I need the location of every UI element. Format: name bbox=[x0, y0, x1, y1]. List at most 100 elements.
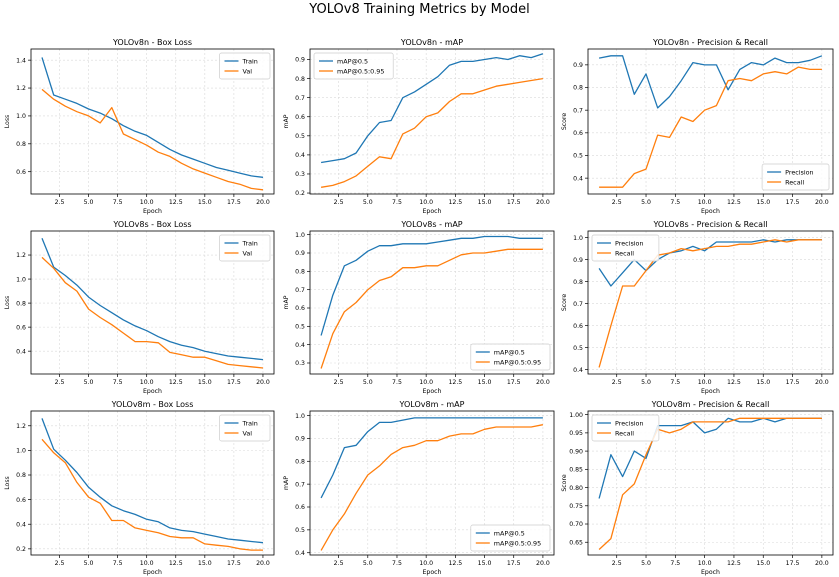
subplot-3: 2.5 5.0 7.5 10.0 12.5 15.0 17.5 20.0 0.4 0.5 0.6 0.… bbox=[561, 38, 834, 215]
x-tick-label: 5.0 bbox=[84, 379, 94, 386]
x-tick-label: 5.0 bbox=[84, 560, 94, 567]
x-tick-label: 12.5 bbox=[448, 379, 462, 386]
y-tick-label: 0.8 bbox=[16, 472, 26, 479]
x-tick-label: 10.0 bbox=[698, 199, 712, 206]
y-tick-label: 0.8 bbox=[295, 269, 305, 276]
y-tick-label: 0.9 bbox=[573, 257, 583, 264]
x-tick-label: 7.5 bbox=[113, 560, 123, 567]
legend-label: Train bbox=[242, 57, 258, 65]
x-tick-label: 17.5 bbox=[507, 379, 521, 386]
y-tick-label: 0.6 bbox=[295, 305, 305, 312]
subplot-title: YOLOv8s - mAP bbox=[400, 220, 462, 229]
x-tick-label: 5.0 bbox=[641, 199, 651, 206]
x-tick-label: 2.5 bbox=[55, 379, 65, 386]
y-tick-label: 0.70 bbox=[569, 521, 583, 528]
y-tick-label: 0.5 bbox=[295, 133, 305, 140]
axes-frame bbox=[30, 230, 275, 375]
y-tick-label: 1.00 bbox=[569, 412, 583, 419]
series-line-1 bbox=[41, 57, 264, 178]
y-tick-label: 0.4 bbox=[295, 152, 305, 159]
subplot-title: YOLOv8m - Precision & Recall bbox=[651, 400, 770, 409]
subplot-9: 2.5 5.0 7.5 10.0 12.5 15.0 17.5 20.0 0.65 0.70 0.7… bbox=[561, 400, 834, 576]
legend: mAP@0.5 mAP@0.5:0.95 bbox=[470, 524, 551, 552]
series-line-1 bbox=[41, 418, 264, 544]
y-tick-label: 0.5 bbox=[573, 345, 583, 352]
y-tick-label: 0.6 bbox=[16, 169, 26, 176]
x-tick-label: 2.5 bbox=[334, 199, 344, 206]
x-tick-label: 10.0 bbox=[698, 560, 712, 567]
y-tick-label: 0.6 bbox=[573, 323, 583, 330]
x-tick-label: 15.0 bbox=[198, 379, 212, 386]
legend-label: mAP@0.5:0.95 bbox=[494, 539, 541, 547]
axes-frame bbox=[309, 410, 555, 556]
legend-label: Val bbox=[243, 249, 253, 257]
x-tick-label: 2.5 bbox=[334, 379, 344, 386]
x-tick-label: 20.0 bbox=[256, 199, 270, 206]
legend-label: mAP@0.5 bbox=[494, 529, 525, 537]
x-axis-label: Epoch bbox=[423, 569, 442, 576]
series-line-2 bbox=[41, 256, 264, 369]
x-axis-label: Epoch bbox=[423, 208, 442, 215]
x-tick-label: 12.5 bbox=[727, 379, 741, 386]
axes-frame bbox=[587, 230, 834, 375]
y-axis-label: Loss bbox=[4, 115, 11, 129]
legend-box bbox=[313, 52, 394, 80]
legend-label: Train bbox=[242, 419, 258, 427]
y-tick-label: 1.0 bbox=[16, 276, 26, 283]
x-tick-label: 12.5 bbox=[169, 199, 183, 206]
x-tick-label: 10.0 bbox=[140, 199, 154, 206]
x-tick-label: 10.0 bbox=[140, 379, 154, 386]
figure-title: YOLOv8 Training Metrics by Model bbox=[309, 2, 530, 17]
x-tick-label: 7.5 bbox=[113, 199, 123, 206]
y-tick-label: 0.8 bbox=[16, 300, 26, 307]
legend: Precision Recall bbox=[591, 234, 660, 262]
y-tick-label: 0.5 bbox=[573, 153, 583, 160]
x-tick-label: 2.5 bbox=[55, 560, 65, 567]
x-tick-label: 12.5 bbox=[169, 379, 183, 386]
y-tick-label: 0.8 bbox=[295, 76, 305, 83]
y-tick-label: 0.9 bbox=[295, 436, 305, 443]
y-axis-label: mAP bbox=[283, 476, 290, 490]
series-line-1 bbox=[320, 417, 543, 499]
subplot-title: YOLOv8n - Box Loss bbox=[112, 38, 192, 47]
y-tick-label: 0.4 bbox=[573, 367, 583, 374]
y-tick-label: 0.90 bbox=[569, 448, 583, 455]
y-tick-label: 0.65 bbox=[569, 539, 583, 546]
y-tick-label: 0.8 bbox=[573, 85, 583, 92]
series-line-1 bbox=[320, 235, 543, 336]
subplot-6: 2.5 5.0 7.5 10.0 12.5 15.0 17.5 20.0 0.4 0.5 0.6 0.… bbox=[561, 220, 834, 395]
y-tick-label: 0.8 bbox=[573, 279, 583, 286]
x-tick-label: 5.0 bbox=[641, 560, 651, 567]
y-tick-label: 1.0 bbox=[16, 113, 26, 120]
x-tick-label: 12.5 bbox=[169, 560, 183, 567]
x-tick-label: 5.0 bbox=[363, 560, 373, 567]
y-tick-label: 0.4 bbox=[16, 348, 26, 355]
y-tick-label: 1.2 bbox=[16, 85, 26, 92]
y-tick-label: 0.3 bbox=[295, 360, 305, 367]
y-tick-label: 1.0 bbox=[16, 448, 26, 455]
y-tick-label: 0.2 bbox=[295, 190, 305, 197]
legend-box bbox=[591, 414, 660, 442]
y-tick-label: 0.6 bbox=[573, 130, 583, 137]
x-tick-label: 7.5 bbox=[392, 379, 402, 386]
y-tick-label: 0.75 bbox=[569, 503, 583, 510]
x-tick-label: 10.0 bbox=[419, 560, 433, 567]
x-tick-label: 17.5 bbox=[507, 199, 521, 206]
x-axis-label: Epoch bbox=[701, 569, 720, 576]
y-tick-label: 0.3 bbox=[295, 171, 305, 178]
x-tick-label: 5.0 bbox=[363, 199, 373, 206]
x-axis-label: Epoch bbox=[423, 388, 442, 395]
x-tick-label: 12.5 bbox=[448, 199, 462, 206]
legend: Train Val bbox=[219, 52, 271, 80]
subplot-title: YOLOv8s - Box Loss bbox=[112, 220, 191, 229]
y-axis-label: mAP bbox=[283, 114, 290, 128]
y-tick-label: 1.0 bbox=[573, 235, 583, 242]
x-tick-label: 20.0 bbox=[536, 379, 550, 386]
series-line-1 bbox=[41, 237, 264, 361]
x-tick-label: 20.0 bbox=[536, 560, 550, 567]
legend-label: Precision bbox=[615, 419, 644, 427]
y-tick-label: 0.4 bbox=[295, 550, 305, 557]
y-tick-label: 0.9 bbox=[295, 57, 305, 64]
y-tick-label: 0.8 bbox=[16, 141, 26, 148]
x-tick-label: 17.5 bbox=[227, 379, 241, 386]
